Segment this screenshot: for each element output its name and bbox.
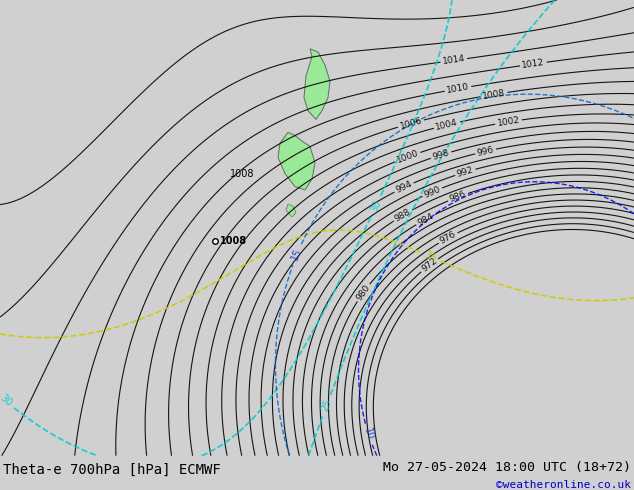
Text: 1010: 1010 <box>446 82 470 95</box>
Text: 1002: 1002 <box>496 116 521 128</box>
Text: 996: 996 <box>476 145 495 158</box>
Text: Mo 27-05-2024 18:00 UTC (18+72): Mo 27-05-2024 18:00 UTC (18+72) <box>383 461 631 474</box>
Text: 980: 980 <box>354 283 372 302</box>
Text: 972: 972 <box>420 256 439 274</box>
Text: ©weatheronline.co.uk: ©weatheronline.co.uk <box>496 480 631 490</box>
Text: 35: 35 <box>423 249 438 264</box>
Polygon shape <box>286 204 296 217</box>
Text: 998: 998 <box>432 148 451 162</box>
Text: 1008: 1008 <box>230 169 254 178</box>
Text: 976: 976 <box>438 230 458 246</box>
Text: 1014: 1014 <box>442 54 466 67</box>
Text: 1000: 1000 <box>395 149 420 165</box>
Text: 1008: 1008 <box>220 236 247 246</box>
Text: 990: 990 <box>422 185 442 199</box>
Text: 994: 994 <box>394 180 413 195</box>
Text: 1006: 1006 <box>399 116 423 131</box>
Text: 25: 25 <box>320 398 333 413</box>
Text: 992: 992 <box>456 166 475 179</box>
Text: 30: 30 <box>0 393 13 409</box>
Text: 1008: 1008 <box>482 88 506 101</box>
Text: 984: 984 <box>416 211 435 227</box>
Text: 15: 15 <box>290 247 304 262</box>
Polygon shape <box>278 132 315 190</box>
Text: 1004: 1004 <box>435 118 459 132</box>
Polygon shape <box>304 49 330 120</box>
Text: 988: 988 <box>393 207 413 223</box>
Text: 30: 30 <box>369 198 383 214</box>
Text: Theta-e 700hPa [hPa] ECMWF: Theta-e 700hPa [hPa] ECMWF <box>3 463 221 476</box>
Text: 1012: 1012 <box>521 58 545 70</box>
Text: 10: 10 <box>362 427 375 441</box>
Text: 986: 986 <box>448 190 468 204</box>
